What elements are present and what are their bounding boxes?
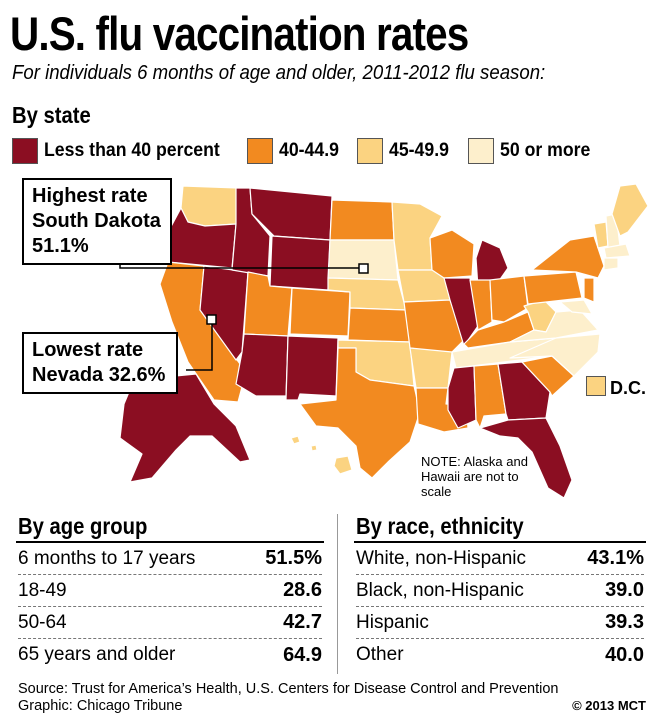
highest-rate-place: South Dakota — [32, 210, 161, 232]
legend-label-40-44: 40-44.9 — [279, 140, 339, 161]
row-label: 65 years and older — [18, 644, 176, 665]
lowest-rate-value: 32.6% — [108, 364, 166, 386]
state-arkansas — [409, 347, 453, 389]
lowest-marker — [206, 314, 217, 325]
row-label: Black, non-Hispanic — [356, 579, 524, 601]
legend-item-45-49: 45-49.9 — [357, 138, 453, 164]
state-wisconsin — [429, 229, 475, 279]
copyright: © 2013 MCT — [572, 698, 646, 713]
dc-swatch — [586, 376, 606, 396]
row-label: Other — [356, 644, 404, 665]
race-ethnicity-rule — [354, 541, 646, 543]
source-text: Source: Trust for America’s Health, U.S.… — [18, 681, 559, 697]
state-virginia — [509, 309, 599, 343]
table-row: White, non-Hispanic 43.1% — [356, 543, 644, 575]
age-group-table: 6 months to 17 years 51.5% 18-49 28.6 50… — [18, 543, 322, 671]
row-label: 18-49 — [18, 579, 67, 601]
us-state-map — [119, 183, 649, 499]
table-row: 65 years and older 64.9 — [18, 639, 322, 671]
race-ethnicity-heading: By race, ethnicity — [356, 513, 524, 539]
state-hawaii-2 — [310, 444, 318, 452]
map-note: NOTE: Alaska and Hawaii are not to scale — [421, 454, 528, 499]
legend-swatch-lt40 — [12, 138, 38, 164]
row-value: 28.6 — [283, 579, 322, 601]
state-mississippi — [447, 365, 477, 429]
state-ohio — [489, 275, 529, 323]
legend-swatch-50plus — [467, 138, 494, 164]
legend-item-40-44: 40-44.9 — [247, 138, 343, 164]
legend-swatch-40-44 — [247, 138, 274, 164]
map-legend: Less than 40 percent 40-44.9 45-49.9 50 … — [12, 138, 611, 164]
table-row: Other 40.0 — [356, 639, 644, 671]
row-value: 39.3 — [605, 611, 644, 633]
state-south-dakota — [327, 239, 399, 281]
state-washington — [180, 185, 239, 227]
chart-subtitle: For individuals 6 months of age and olde… — [12, 62, 546, 84]
state-hawaii-1 — [290, 435, 301, 445]
table-row: Hispanic 39.3 — [356, 607, 644, 639]
age-group-rule — [16, 541, 324, 543]
lowest-rate-label: Lowest rate — [32, 339, 144, 361]
table-row: 6 months to 17 years 51.5% — [18, 543, 322, 575]
row-value: 51.5% — [265, 547, 322, 569]
state-illinois — [443, 277, 479, 347]
state-texas — [299, 347, 421, 479]
age-group-heading: By age group — [18, 513, 148, 539]
state-hawaii-3 — [333, 455, 353, 475]
state-south-carolina — [521, 355, 575, 397]
state-alaska — [119, 373, 251, 483]
highest-rate-label: Highest rate — [32, 185, 148, 207]
legend-label-lt40: Less than 40 percent — [44, 140, 220, 161]
lowest-rate-place: Nevada — [32, 364, 104, 386]
row-label: Hispanic — [356, 611, 429, 633]
state-connecticut — [603, 257, 619, 271]
chart-title: U.S. flu vaccination rates — [10, 7, 469, 60]
legend-swatch-45-49 — [357, 138, 384, 164]
table-row: 18-49 28.6 — [18, 575, 322, 607]
state-wyoming — [269, 235, 331, 291]
legend-label-45-49: 45-49.9 — [389, 140, 450, 161]
state-indiana — [469, 279, 493, 331]
lowest-leader-line — [186, 320, 213, 371]
row-value: 40.0 — [605, 643, 644, 666]
state-maryland — [559, 299, 593, 315]
by-state-heading: By state — [12, 102, 91, 128]
state-pennsylvania — [523, 271, 583, 305]
state-massachusetts — [603, 243, 631, 259]
row-label: 6 months to 17 years — [18, 547, 196, 569]
state-colorado — [289, 287, 351, 337]
legend-item-lt40: Less than 40 percent — [12, 138, 233, 164]
table-divider — [337, 514, 338, 674]
row-value: 42.7 — [283, 611, 322, 633]
state-north-dakota — [329, 199, 395, 241]
state-maine — [611, 183, 649, 237]
row-label: 50-64 — [18, 611, 67, 633]
state-new-mexico — [285, 335, 339, 401]
state-florida — [479, 417, 573, 499]
row-value: 39.0 — [605, 579, 644, 601]
row-value: 43.1% — [587, 547, 644, 569]
highest-rate-value: 51.1% — [32, 235, 89, 257]
row-value: 64.9 — [283, 643, 322, 666]
state-arizona — [235, 333, 289, 397]
highest-marker — [358, 263, 369, 274]
highest-rate-callout: Highest rate South Dakota 51.1% — [22, 178, 172, 265]
state-new-york — [531, 235, 605, 279]
legend-label-50plus: 50 or more — [499, 140, 591, 161]
state-missouri — [403, 299, 465, 355]
dc-label: D.C. — [610, 378, 646, 398]
highest-rate-place-value: South Dakota 51.1% — [32, 209, 162, 259]
row-label: White, non-Hispanic — [356, 547, 527, 569]
race-ethnicity-table: White, non-Hispanic 43.1% Black, non-His… — [356, 543, 644, 671]
legend-item-50plus: 50 or more — [467, 138, 597, 164]
table-row: Black, non-Hispanic 39.0 — [356, 575, 644, 607]
lowest-rate-place-value: Nevada 32.6% — [32, 363, 168, 388]
table-row: 50-64 42.7 — [18, 607, 322, 639]
source-credit: Source: Trust for America’s Health, U.S.… — [18, 681, 559, 715]
state-new-jersey — [583, 277, 595, 303]
graphic-credit: Graphic: Chicago Tribune — [18, 698, 183, 714]
lowest-rate-callout: Lowest rate Nevada 32.6% — [22, 332, 178, 394]
state-kansas — [347, 307, 411, 343]
